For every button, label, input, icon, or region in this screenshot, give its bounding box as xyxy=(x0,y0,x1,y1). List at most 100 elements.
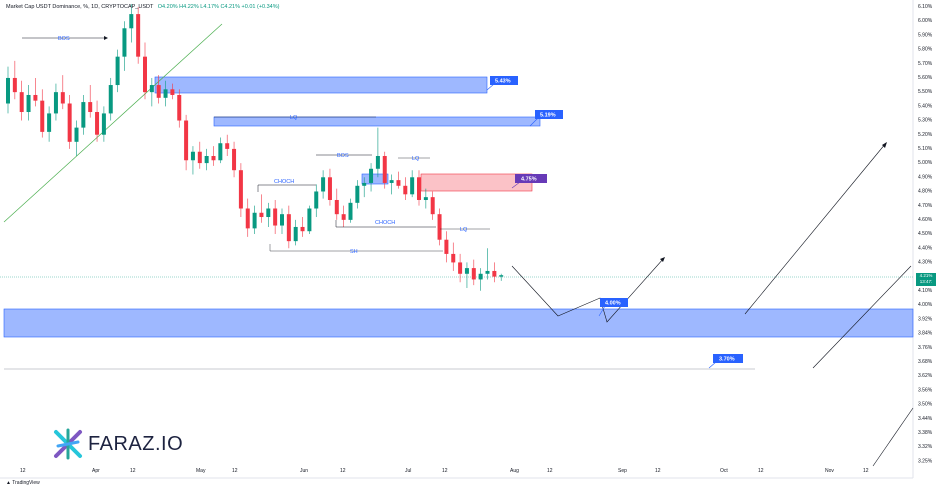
candle[interactable] xyxy=(300,217,305,237)
candle[interactable] xyxy=(177,89,182,128)
candle[interactable] xyxy=(259,194,264,223)
badge-400[interactable]: 4.00% xyxy=(598,298,628,317)
candle[interactable] xyxy=(410,170,415,198)
candle[interactable] xyxy=(293,219,298,246)
candle[interactable] xyxy=(471,259,476,286)
candle[interactable] xyxy=(67,94,72,149)
candle[interactable] xyxy=(423,188,428,209)
candle[interactable] xyxy=(286,205,291,249)
candle[interactable] xyxy=(252,205,257,235)
badge-475[interactable]: 4.75% xyxy=(511,174,547,189)
candle[interactable] xyxy=(136,7,141,64)
candle[interactable] xyxy=(307,205,312,235)
candle[interactable] xyxy=(88,85,93,118)
candle[interactable] xyxy=(451,242,456,271)
price-axis-label: 3.25% xyxy=(918,458,933,464)
candle[interactable] xyxy=(122,21,127,71)
candle[interactable] xyxy=(499,273,504,281)
arrow-up-1[interactable] xyxy=(744,142,887,315)
candle[interactable] xyxy=(245,198,250,237)
arrow-up-3[interactable] xyxy=(872,407,914,467)
price-axis-label: 5.50% xyxy=(918,89,933,95)
candle[interactable] xyxy=(382,151,387,189)
candle[interactable] xyxy=(314,184,319,218)
candle[interactable] xyxy=(417,170,421,206)
candle[interactable] xyxy=(60,75,65,110)
candle[interactable] xyxy=(12,60,17,100)
candle[interactable] xyxy=(444,231,449,263)
candle[interactable] xyxy=(218,137,223,164)
badge-519[interactable]: 5.19% xyxy=(529,110,563,127)
time-axis-label: May xyxy=(196,468,206,474)
tradingview-brand[interactable]: ▲ TradingView xyxy=(6,480,40,486)
candle[interactable] xyxy=(437,208,442,246)
candle[interactable] xyxy=(266,202,271,227)
candle[interactable] xyxy=(403,177,408,200)
candle[interactable] xyxy=(225,134,230,156)
arrow-up-2[interactable] xyxy=(812,265,912,369)
candle[interactable] xyxy=(485,248,490,280)
candle[interactable] xyxy=(321,170,326,199)
candle[interactable] xyxy=(95,100,100,142)
candle[interactable] xyxy=(19,80,24,121)
svg-text:3.70%: 3.70% xyxy=(719,357,735,363)
candle[interactable] xyxy=(362,177,367,198)
candle[interactable] xyxy=(190,146,195,175)
candle[interactable] xyxy=(375,127,380,178)
time-axis-label: 12 xyxy=(863,468,869,474)
candle[interactable] xyxy=(197,141,202,169)
time-axis[interactable]: 12 Apr 12 May 12 Jun 12 Jul 12 Aug 12 Sep 12 Oct 12 Nov… xyxy=(20,468,869,474)
badge-370[interactable]: 3.70% xyxy=(708,354,743,369)
zone-400[interactable] xyxy=(3,308,914,338)
candle[interactable] xyxy=(369,163,374,192)
candle[interactable] xyxy=(396,171,401,189)
candle[interactable] xyxy=(492,262,497,283)
candle[interactable] xyxy=(355,180,360,209)
candle[interactable] xyxy=(33,77,38,107)
candle[interactable] xyxy=(47,106,52,142)
candle[interactable] xyxy=(327,168,332,206)
candle[interactable] xyxy=(334,188,339,220)
price-axis-label: 4.90% xyxy=(918,174,933,180)
candle[interactable] xyxy=(389,174,394,195)
candle[interactable] xyxy=(238,163,243,218)
symbol-title[interactable]: Market Cap USDT Dominance, %, 1D, CRYPTO… xyxy=(6,4,154,10)
candle[interactable] xyxy=(6,66,10,114)
trend-line[interactable] xyxy=(3,23,223,223)
candle[interactable] xyxy=(74,120,79,156)
candle[interactable] xyxy=(101,106,106,142)
zone-small-blue[interactable] xyxy=(361,173,389,185)
candle[interactable] xyxy=(170,83,175,100)
candle[interactable] xyxy=(348,198,353,223)
candle[interactable] xyxy=(478,268,483,291)
zone-519[interactable] xyxy=(213,116,541,127)
candle[interactable] xyxy=(280,208,284,235)
candle[interactable] xyxy=(143,42,147,100)
candle[interactable] xyxy=(430,191,435,220)
candle[interactable] xyxy=(458,253,463,283)
price-axis[interactable]: 6.10% 6.00% 5.90% 5.80% 5.70% 5.60% 5.50% 5.40%… xyxy=(918,4,933,464)
candle[interactable] xyxy=(115,49,120,93)
candle[interactable] xyxy=(341,205,346,227)
badge-543[interactable]: 5.43% xyxy=(486,76,518,91)
candle[interactable] xyxy=(204,148,209,171)
candle[interactable] xyxy=(108,77,113,121)
zone-543[interactable] xyxy=(154,76,488,94)
candle[interactable] xyxy=(40,89,45,138)
candle[interactable] xyxy=(149,77,154,107)
candle[interactable] xyxy=(156,75,161,104)
candle[interactable] xyxy=(163,80,168,107)
candle[interactable] xyxy=(81,94,86,135)
candle[interactable] xyxy=(53,83,58,121)
candle[interactable] xyxy=(232,141,237,178)
candle[interactable] xyxy=(464,262,469,288)
candle[interactable] xyxy=(184,114,189,171)
current-price-label: 4.21% 13:47: xyxy=(916,273,936,286)
logo-text: FARAZ.IO xyxy=(88,432,184,455)
chart-header: Market Cap USDT Dominance, %, 1D, CRYPTO… xyxy=(6,4,279,10)
candle[interactable] xyxy=(129,4,134,43)
candle[interactable] xyxy=(211,146,216,166)
candle[interactable] xyxy=(26,85,31,121)
candle[interactable] xyxy=(273,199,278,235)
